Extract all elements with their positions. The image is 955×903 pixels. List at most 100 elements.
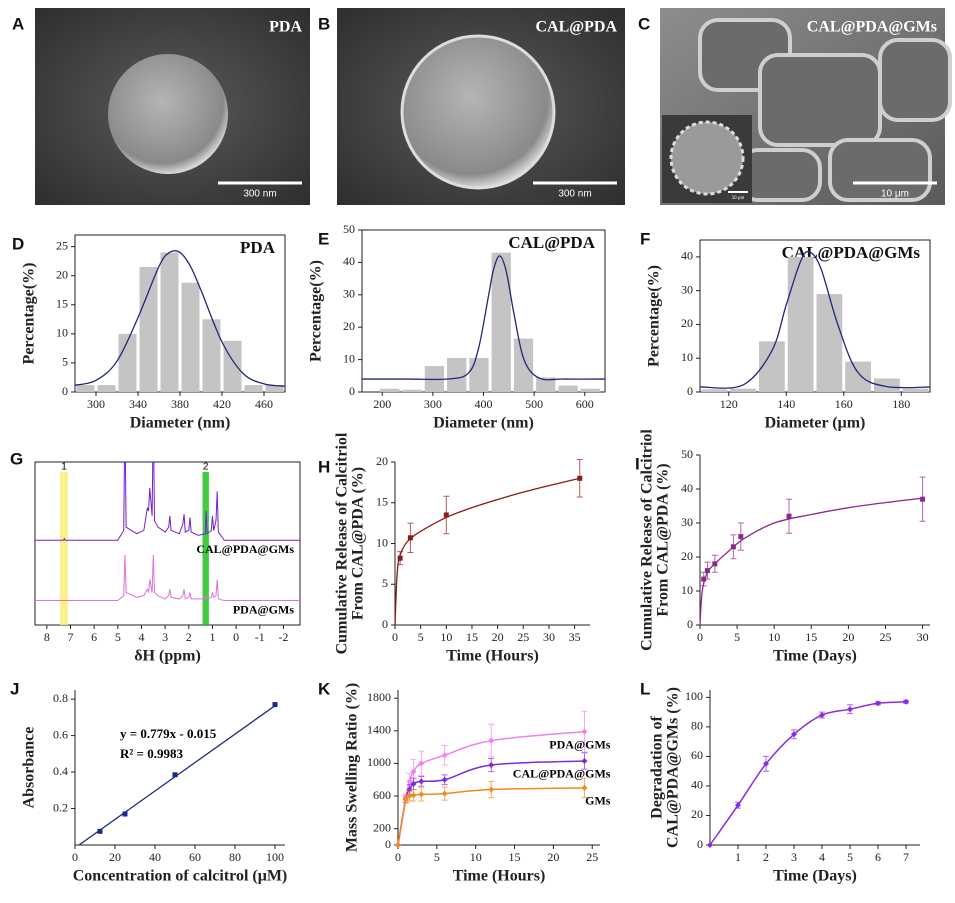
x-tick-label: 380 [171, 397, 189, 411]
plot-frame [74, 234, 286, 393]
x-axis-label: Time (Days) [773, 868, 857, 885]
panel-letter: C [638, 14, 650, 33]
x-tick-label: 5 [115, 630, 121, 644]
x-tick-label: 2 [763, 850, 769, 864]
x-axis-label: Time (Days) [773, 648, 857, 665]
bar [787, 256, 814, 392]
x-axis-label: Diameter (nm) [130, 415, 231, 432]
point [406, 793, 413, 800]
point [406, 778, 413, 785]
chart-j: 0 20 40 60 80 100 0.2 0.4 0.6 0.8 Concentration of… [21, 690, 288, 885]
y-tick-label: 80 [691, 719, 703, 733]
x-tick-label: 35 [569, 630, 581, 644]
x-tick-label: 100 [266, 850, 284, 864]
point [418, 791, 425, 798]
x-tick-label: 200 [373, 397, 391, 411]
y-tick-label: 15 [56, 297, 68, 311]
x-tick-label: 10 [768, 630, 780, 644]
y-tick-label: 1000 [367, 755, 391, 769]
y-tick-label: 600 [373, 788, 391, 802]
x-tick-label: 400 [475, 397, 493, 411]
chart-i: 0 5 10 15 20 25 30 0 10 20 30 40 50 Time (Days) Cumula… [639, 429, 930, 665]
x-tick-label: 5 [434, 850, 440, 864]
y-axis-label: Cumulative Release of Calcitriol [334, 432, 351, 654]
y-axis-label: Percentage(%) [21, 263, 38, 365]
point [577, 475, 583, 481]
x-tick-label: 0 [395, 850, 401, 864]
y-tick-label: 0 [382, 617, 388, 631]
bar [469, 357, 489, 392]
point [735, 802, 741, 809]
bar [202, 319, 221, 392]
cell [828, 138, 932, 202]
bar [513, 338, 534, 392]
y-tick-label: 20 [343, 319, 355, 333]
x-axis-label: Diameter (nm) [433, 415, 534, 432]
bar [223, 340, 242, 392]
panel-letter: G [10, 449, 23, 468]
scale-label: 300 nm [558, 189, 591, 200]
series-label: PDA@GMs [233, 602, 294, 616]
panel-letter: E [318, 229, 329, 248]
panel-letter: B [318, 14, 330, 33]
y-axis-label: Cumulative Release of Calcitriol [639, 429, 656, 651]
bar [902, 388, 929, 392]
y-tick-label: 0 [385, 837, 391, 851]
series-label: CAL@PDA@GMs [513, 767, 611, 781]
x-tick-label: 300 [87, 397, 105, 411]
bar [845, 361, 871, 392]
y-tick-label: 10 [343, 351, 355, 365]
x-tick-label: 0 [697, 630, 703, 644]
point [488, 786, 495, 793]
annotation: CAL@PDA [508, 233, 595, 252]
y-tick-label: 20 [691, 807, 703, 821]
bar [118, 333, 137, 392]
bar [160, 252, 179, 392]
point [786, 513, 792, 519]
y-tick-label: 0 [687, 384, 693, 398]
x-tick-label: 10 [470, 850, 482, 864]
y-tick-label: 0.8 [53, 691, 68, 705]
bar [265, 385, 284, 392]
bar [76, 385, 95, 392]
y-tick-label: 1800 [367, 690, 391, 704]
point [730, 544, 736, 550]
point [819, 712, 825, 719]
point [397, 555, 403, 561]
bar [244, 385, 263, 392]
plot-frame [699, 239, 931, 393]
y-tick-label: 40 [681, 481, 693, 495]
x-tick-label: 7 [903, 850, 909, 864]
point [847, 706, 853, 713]
point [418, 760, 425, 767]
point [443, 512, 449, 518]
y-tick-label: 100 [685, 689, 703, 703]
x-axis-label: Time (Hours) [453, 868, 546, 885]
y-tick-label: 20 [681, 316, 693, 330]
point [410, 780, 417, 787]
bar [380, 388, 400, 392]
x-tick-label: 30 [917, 630, 929, 644]
chart-h: 0 5 10 15 20 25 30 35 0 5 10 15 20 Time (Hours) Cumula… [334, 432, 590, 665]
x-tick-label: 3 [791, 850, 797, 864]
y-tick-label: 50 [343, 222, 355, 236]
particle [400, 34, 556, 190]
annotation: y = 0.779x - 0.015 [120, 726, 217, 741]
image-label: PDA [269, 19, 302, 36]
x-tick-label: 4 [138, 630, 144, 644]
x-axis-label: Concentration of calcitrol (μM) [73, 868, 288, 885]
scale-label: 300 nm [243, 189, 276, 200]
x-tick-label: 1 [209, 630, 215, 644]
y-tick-label: 40 [691, 778, 703, 792]
x-tick-label: 4 [819, 850, 825, 864]
image-label: CAL@PDA@GMs [807, 19, 937, 36]
scale-label: 10 μm [881, 189, 909, 200]
point [418, 778, 425, 785]
spectrum-line [35, 554, 300, 602]
series-label: CAL@PDA@GMs [196, 542, 294, 556]
bar [730, 388, 756, 392]
x-tick-label: 20 [109, 850, 121, 864]
image-label: CAL@PDA [535, 19, 617, 36]
panel-letter: H [318, 457, 330, 476]
